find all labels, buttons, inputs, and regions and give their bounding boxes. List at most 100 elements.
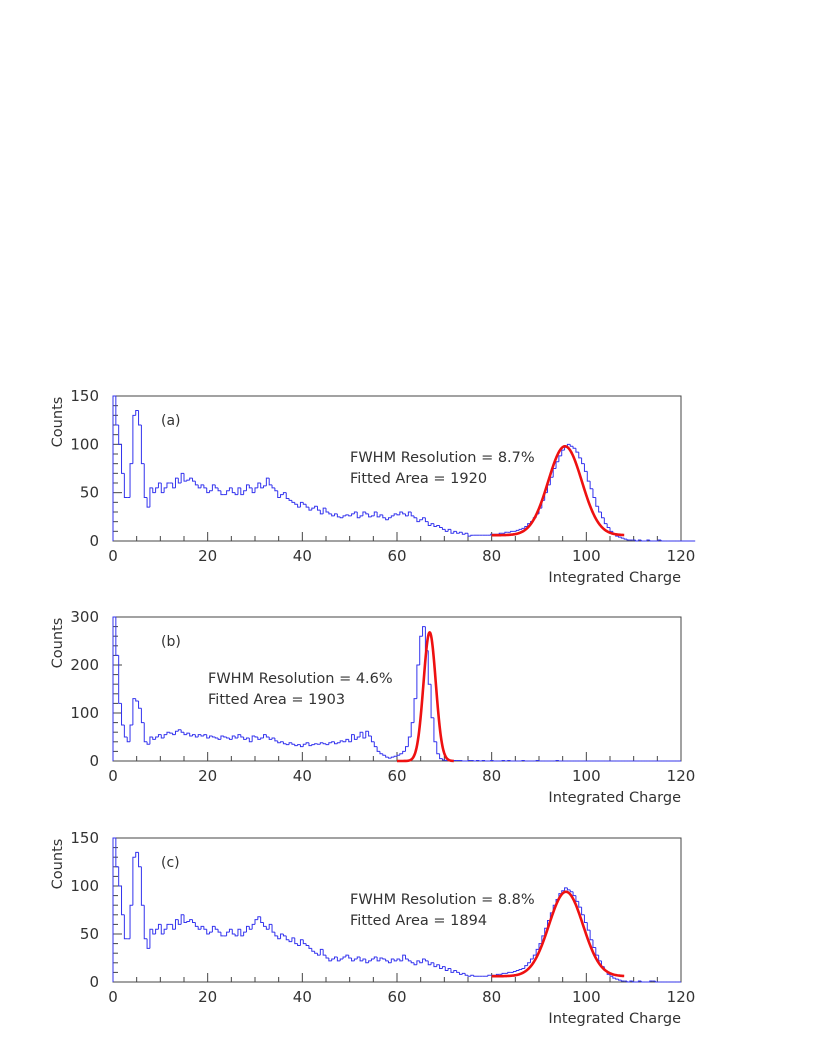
- histogram-bin: [305, 504, 309, 508]
- histogram-bin: [166, 923, 170, 930]
- x-tick-label: 20: [198, 547, 217, 565]
- histogram-bin: [535, 948, 539, 956]
- histogram-bin: [206, 929, 210, 935]
- x-tick-label: 80: [482, 988, 501, 1006]
- histogram-bin: [342, 740, 346, 743]
- histogram-bin: [422, 626, 426, 637]
- x-tick-label: 20: [198, 767, 217, 785]
- histogram-bin: [129, 904, 133, 939]
- histogram-bin: [316, 506, 321, 511]
- histogram-bin: [282, 741, 287, 745]
- histogram-bin: [458, 972, 463, 975]
- area-annotation: Fitted Area = 1903: [208, 692, 345, 708]
- histogram-bin: [138, 701, 142, 709]
- histogram-bin: [129, 724, 133, 742]
- histogram-bin: [231, 929, 236, 935]
- histogram-bin: [152, 487, 156, 494]
- histogram-bin: [328, 958, 332, 962]
- histogram-bin: [649, 980, 653, 982]
- histogram-bin: [132, 414, 136, 464]
- histogram-bin: [461, 972, 466, 975]
- histogram-bin: [575, 895, 579, 902]
- histogram-bin: [456, 970, 460, 973]
- histogram-bin: [271, 924, 275, 933]
- histogram-bin: [319, 948, 324, 956]
- histogram-bin: [322, 742, 326, 745]
- histogram-bin: [121, 886, 125, 916]
- histogram-bin: [626, 539, 630, 541]
- histogram-bin: [399, 753, 403, 756]
- histogram-bin: [177, 919, 182, 925]
- histogram-bin: [254, 487, 258, 493]
- histogram-bin: [345, 738, 349, 742]
- histogram-bin: [115, 617, 119, 656]
- histogram-bin: [447, 968, 451, 971]
- histogram-bin: [305, 742, 309, 745]
- histogram-bin: [600, 512, 605, 519]
- histogram-bin: [308, 945, 312, 949]
- histogram-bin: [351, 958, 355, 962]
- histogram-bin: [328, 512, 332, 515]
- histogram-bin: [260, 737, 264, 740]
- histogram-bin: [325, 955, 329, 959]
- histogram-bin: [220, 735, 224, 740]
- histogram-bin: [439, 525, 443, 528]
- histogram-bin: [555, 461, 559, 469]
- histogram-bin: [228, 737, 233, 740]
- histogram-bin: [263, 922, 267, 927]
- histogram-bin: [263, 485, 267, 488]
- histogram-bin: [342, 956, 346, 959]
- histogram-bin: [234, 492, 238, 496]
- histogram-bin: [115, 838, 119, 868]
- histogram-bin: [288, 742, 292, 745]
- histogram-bin: [427, 650, 432, 685]
- histogram-bin: [632, 981, 636, 983]
- histogram-bin: [260, 916, 264, 923]
- area-annotation: Fitted Area = 1920: [350, 471, 487, 487]
- histogram-bin: [362, 958, 366, 961]
- x-tick-label: 120: [667, 547, 696, 565]
- histogram-bin: [177, 729, 182, 732]
- histogram-bin: [251, 735, 255, 742]
- histogram-bin: [362, 511, 366, 516]
- histogram-bin: [169, 732, 173, 734]
- histogram-bin: [112, 616, 116, 761]
- histogram-bin: [211, 484, 216, 491]
- x-tick-label: 40: [293, 547, 312, 565]
- histogram-bin: [146, 938, 150, 949]
- histogram-bin: [200, 925, 204, 930]
- histogram-bin: [640, 981, 645, 983]
- histogram-bin: [583, 463, 588, 472]
- histogram-bin: [163, 928, 167, 934]
- histogram-bin: [433, 717, 437, 743]
- histogram-bin: [314, 743, 318, 745]
- histogram-bin: [603, 517, 608, 525]
- histogram-bin: [314, 505, 318, 509]
- histogram-bin: [464, 973, 468, 976]
- histogram-bin: [405, 955, 409, 960]
- x-tick-label: 120: [667, 767, 696, 785]
- histogram-bin: [149, 736, 153, 745]
- histogram-bin: [424, 958, 429, 962]
- histogram-bin: [220, 932, 224, 937]
- histogram-bin: [280, 494, 284, 498]
- histogram-bin: [518, 528, 522, 531]
- histogram-bin: [228, 928, 233, 933]
- histogram-bin: [373, 511, 378, 516]
- histogram-bin: [245, 925, 250, 933]
- histogram-bin: [112, 837, 116, 982]
- histogram-bin: [464, 532, 468, 535]
- histogram-bin: [558, 455, 562, 462]
- histogram-bin: [368, 731, 372, 737]
- histogram-bin: [209, 735, 213, 738]
- histogram-bin: [237, 487, 241, 495]
- histogram-bin: [351, 734, 355, 742]
- histogram-bin: [152, 929, 156, 935]
- histogram-bin: [334, 956, 338, 959]
- histogram-bin: [353, 511, 358, 514]
- histogram-bin: [623, 538, 628, 540]
- histogram-bin: [416, 517, 420, 523]
- histogram-series: [112, 616, 681, 762]
- histogram-bin: [291, 742, 295, 745]
- histogram-bin: [234, 736, 238, 739]
